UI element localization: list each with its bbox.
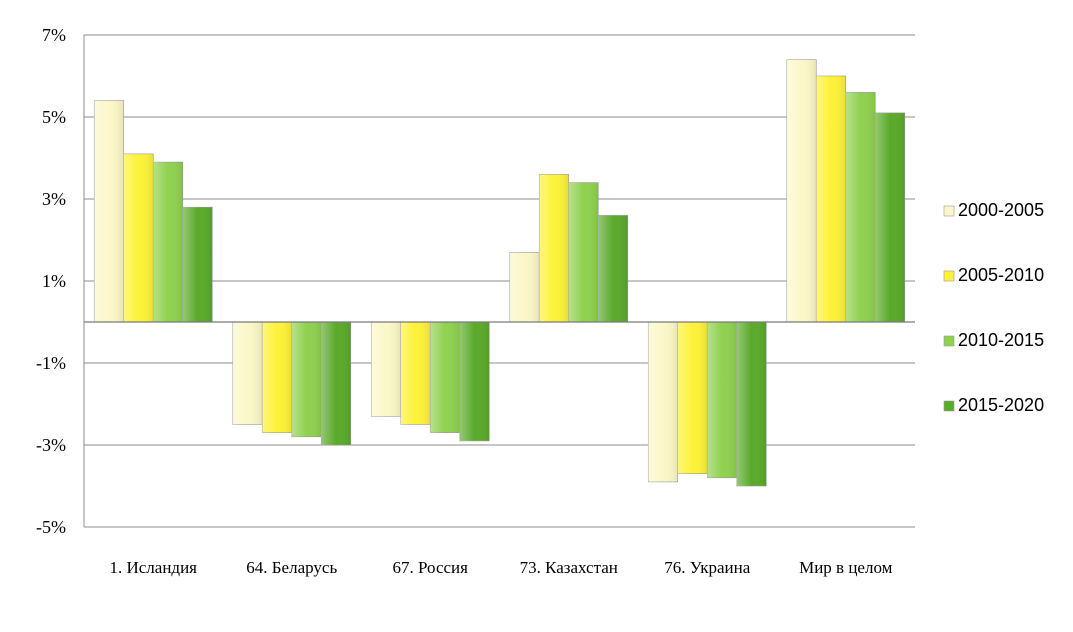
bar-highlight	[321, 322, 351, 445]
legend-label: 2005-2010	[958, 265, 1044, 285]
bar-highlight	[568, 182, 599, 322]
x-tick-label: 64. Беларусь	[246, 558, 337, 577]
legend-swatch	[943, 335, 955, 347]
bar-highlight	[707, 322, 737, 478]
x-tick-label: 67. Россия	[393, 558, 469, 577]
bar-highlight	[400, 322, 431, 425]
bar-highlight	[677, 322, 708, 474]
bar-highlight	[123, 153, 154, 322]
y-tick-label: 1%	[42, 271, 66, 291]
bar-highlight	[94, 100, 124, 322]
legend-label: 2000-2005	[958, 200, 1044, 220]
bar-highlight	[648, 322, 678, 482]
bar-highlight	[598, 215, 628, 322]
bar-highlight	[816, 76, 846, 322]
legend-swatch	[943, 205, 955, 217]
y-tick-label: -3%	[36, 435, 66, 455]
bar-highlight	[845, 92, 876, 323]
y-tick-label: -5%	[36, 517, 66, 537]
x-tick-label: 76. Украина	[664, 558, 751, 577]
bar-highlight	[232, 322, 263, 425]
x-tick-label: 1. Исландия	[109, 558, 197, 577]
bar-highlight	[153, 162, 183, 322]
bar-highlight	[262, 322, 292, 433]
bar-highlight	[875, 112, 905, 323]
x-tick-label: Мир в целом	[799, 558, 893, 577]
y-tick-label: 5%	[42, 107, 66, 127]
bar-highlight	[291, 322, 322, 437]
y-tick-label: 3%	[42, 189, 66, 209]
bar-highlight	[539, 174, 569, 322]
x-tick-label: 73. Казахстан	[520, 558, 618, 577]
y-tick-label: 7%	[42, 25, 66, 45]
bar-highlight	[182, 207, 213, 322]
y-tick-label: -1%	[36, 353, 66, 373]
bar-highlight	[786, 59, 817, 322]
bar-highlight	[459, 322, 490, 441]
bar-highlight	[430, 322, 460, 433]
legend-swatch	[943, 270, 955, 282]
bar-highlight	[371, 322, 401, 417]
legend-label: 2010-2015	[958, 330, 1044, 350]
legend-swatch	[943, 400, 955, 412]
bar-highlight	[736, 322, 767, 486]
bar-highlight	[509, 252, 540, 322]
legend-label: 2015-2020	[958, 395, 1044, 415]
